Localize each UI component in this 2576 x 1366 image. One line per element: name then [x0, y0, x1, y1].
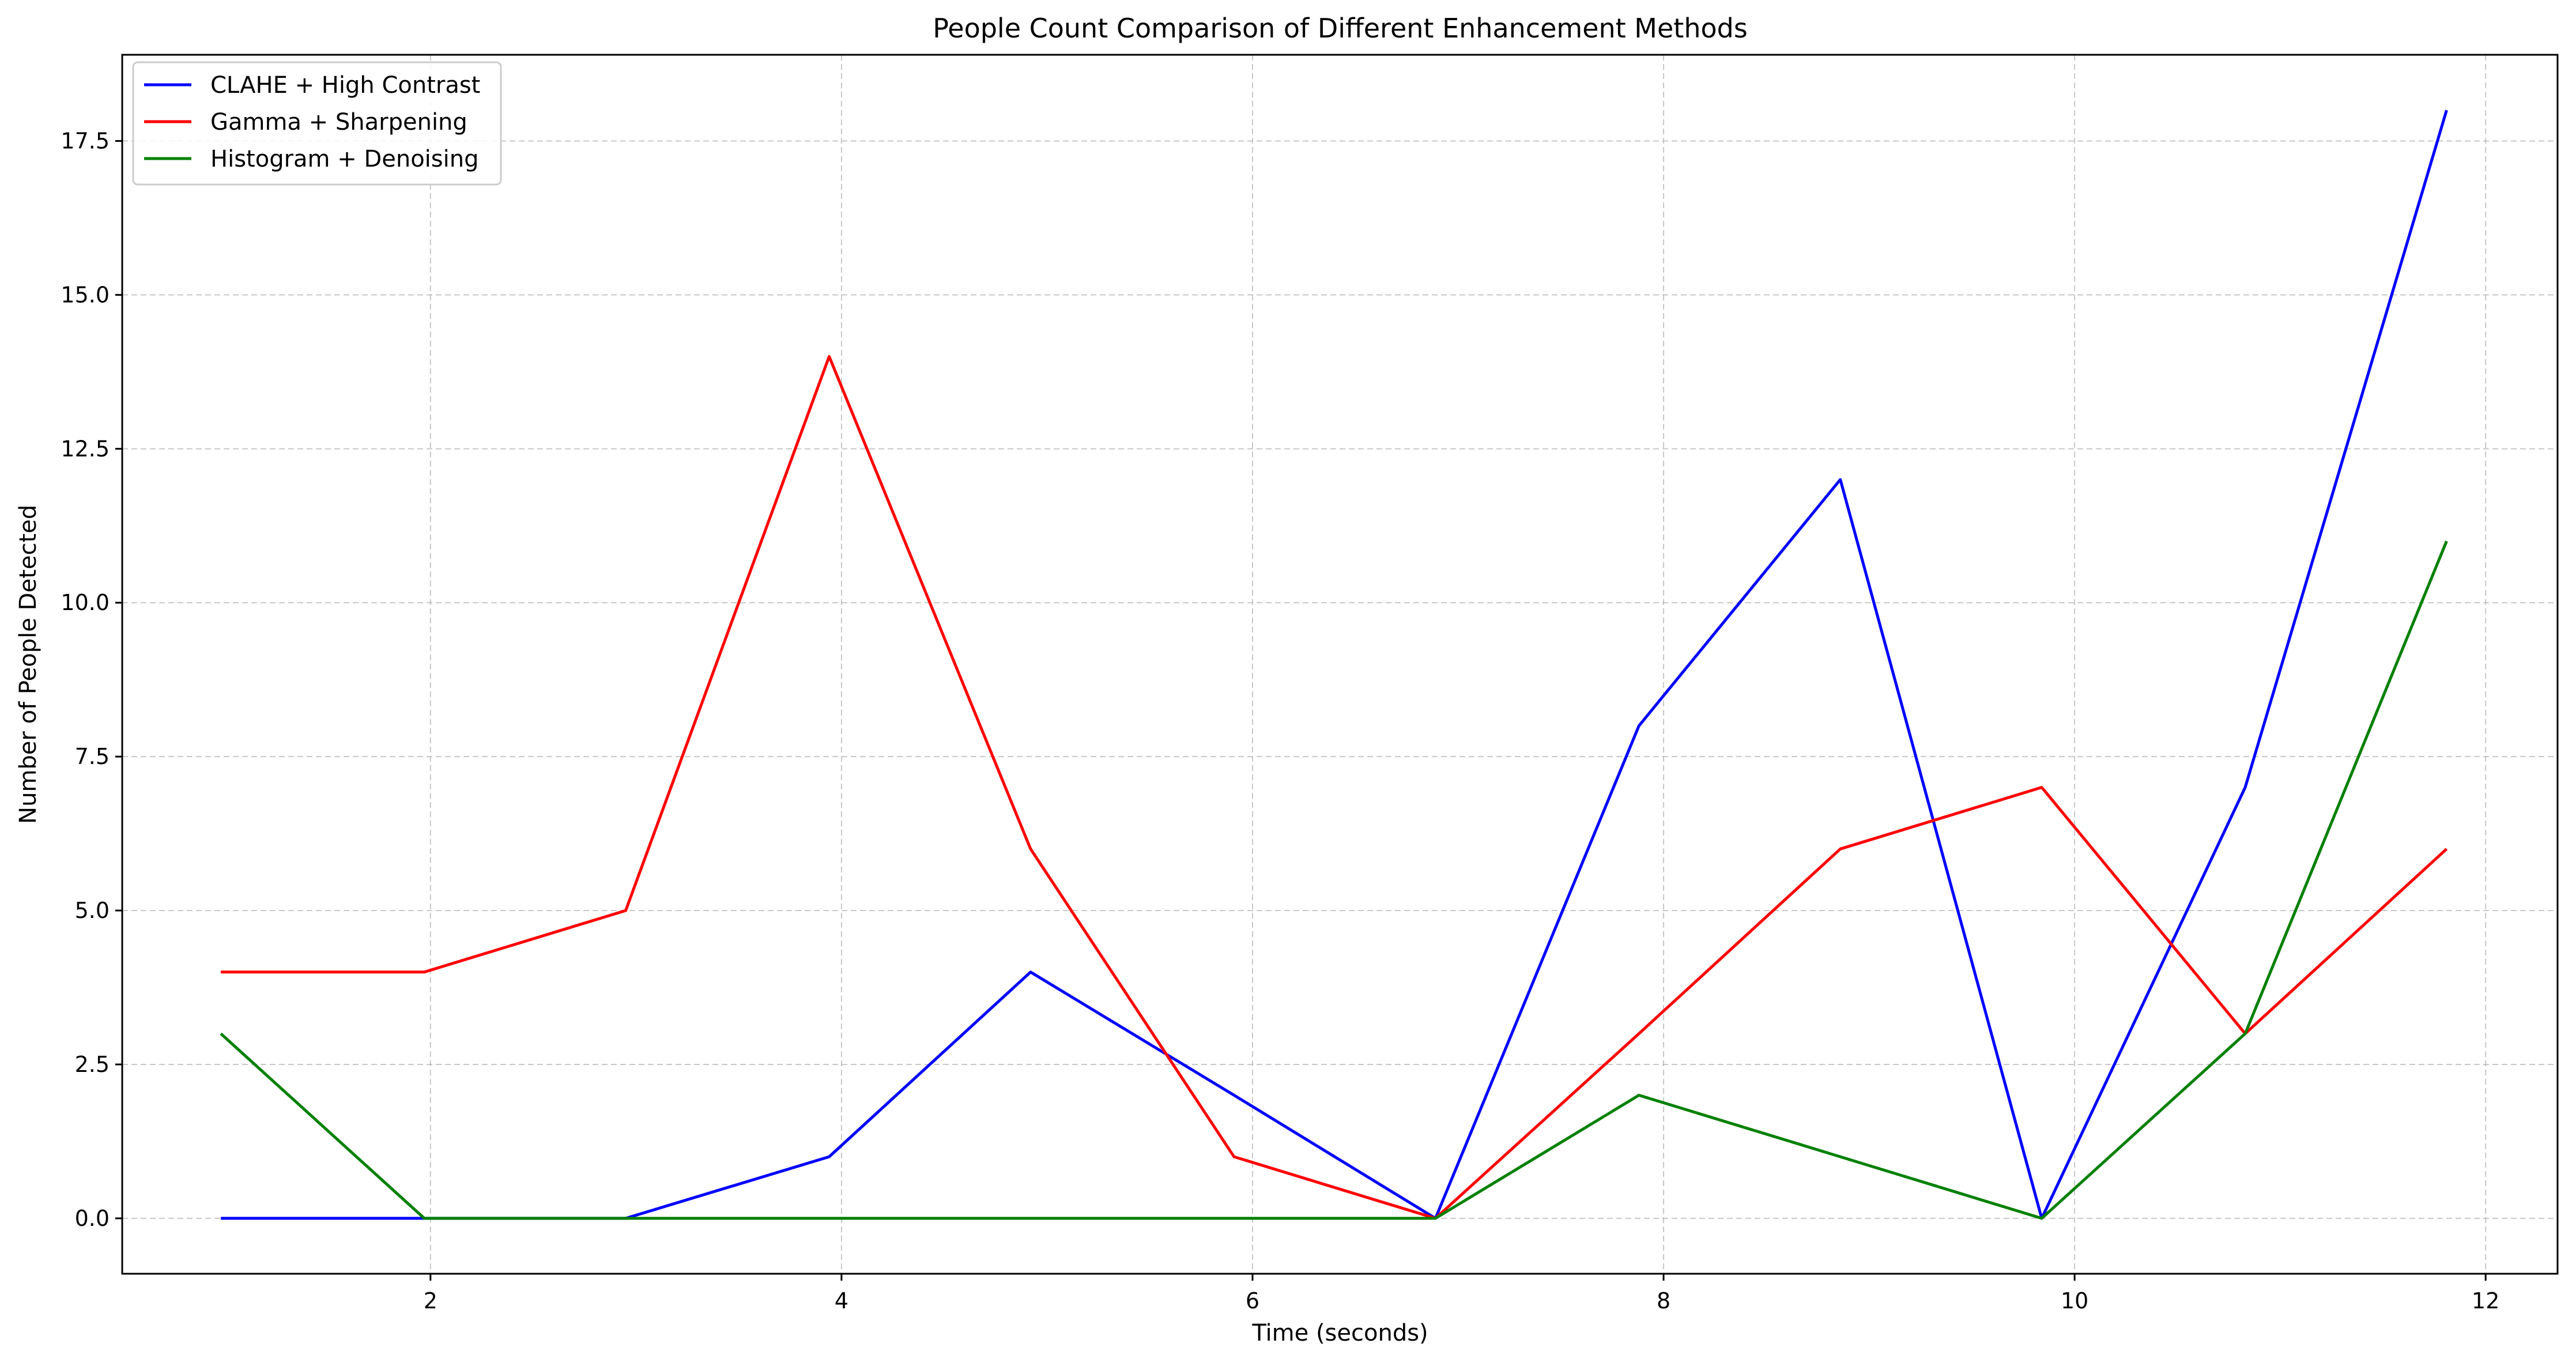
legend: CLAHE + High Contrast Gamma + Sharpening H…: [132, 61, 502, 186]
x-tick-label: 12: [2472, 1288, 2499, 1314]
y-tick-label: 7.5: [75, 744, 110, 769]
series-line-1: [221, 355, 2448, 1220]
x-tick-label: 10: [2061, 1288, 2088, 1314]
series-line-2: [220, 540, 2448, 1220]
y-axis-ticks: 0.0 2.5 5.0 7.5 10.0 12.5 15.0 17.5: [61, 128, 122, 1231]
x-tick-label: 4: [835, 1288, 848, 1314]
x-tick-label: 6: [1246, 1288, 1259, 1314]
x-axis-label: Time (seconds): [1251, 1320, 1428, 1346]
y-tick-label: 2.5: [75, 1052, 110, 1077]
y-tick-label: 0.0: [75, 1206, 110, 1231]
legend-label-1: Gamma + Sharpening: [210, 109, 467, 136]
grid-lines: [122, 55, 2558, 1274]
legend-label-0: CLAHE + High Contrast: [210, 72, 480, 99]
plot-frame: [121, 54, 2559, 1275]
y-axis-label: Number of People Detected: [15, 505, 42, 824]
y-tick-label: 15.0: [61, 282, 110, 307]
x-tick-label: 2: [424, 1288, 437, 1314]
legend-box: [132, 61, 502, 186]
y-tick-label: 12.5: [61, 436, 110, 461]
y-tick-label: 17.5: [61, 128, 110, 153]
x-tick-label: 8: [1657, 1288, 1670, 1314]
legend-label-2: Histogram + Denoising: [210, 146, 479, 172]
y-tick-label: 5.0: [75, 898, 110, 923]
x-axis-ticks: 2 4 6 8 10 12: [424, 1274, 2499, 1314]
y-tick-label: 10.0: [61, 590, 110, 615]
series-lines: [220, 110, 2448, 1220]
chart-title: People Count Comparison of Different Enh…: [933, 13, 1748, 44]
